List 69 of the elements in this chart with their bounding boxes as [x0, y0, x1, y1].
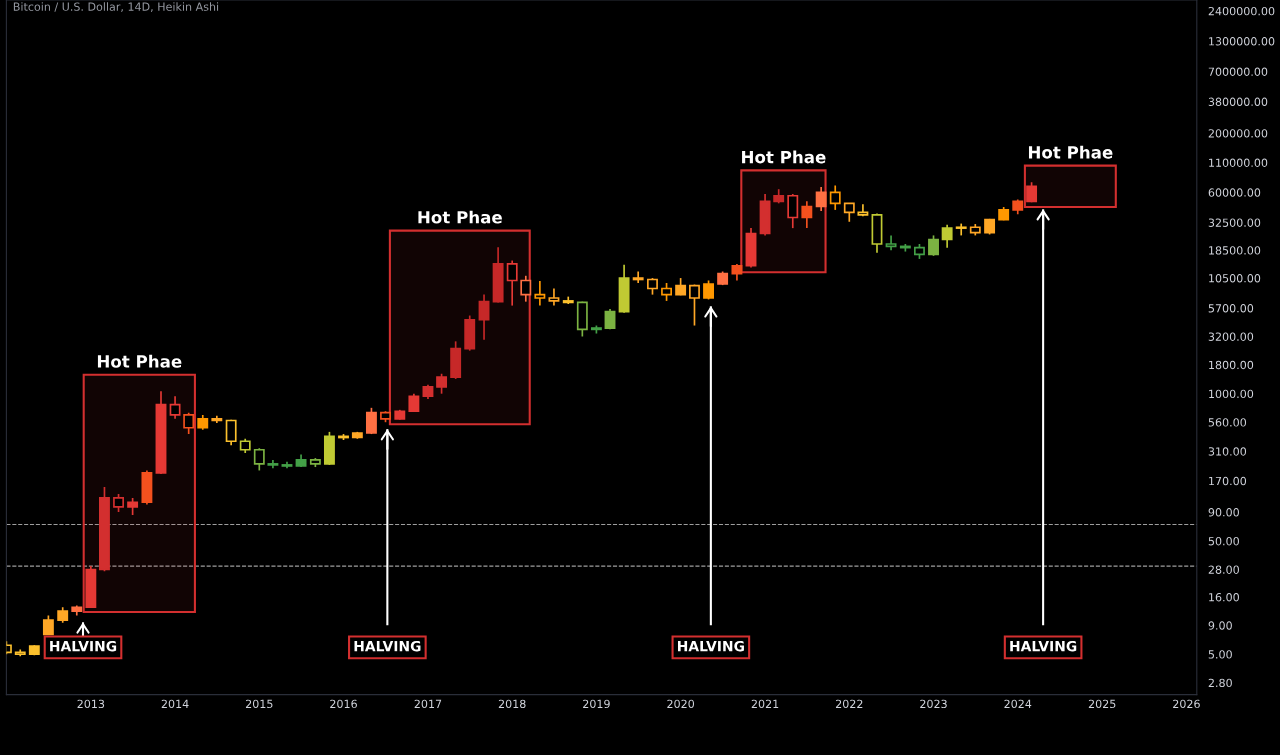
ref-line-label: HALVING [1010, 640, 1077, 652]
y-tick-label: 90.00 [1208, 508, 1239, 517]
x-tick-label: 2021 [751, 699, 779, 709]
y-tick-label: 18500.00 [1209, 246, 1261, 255]
x-tick-label: 2019 [583, 699, 610, 709]
candlestick [829, 184, 841, 211]
y-tick-label: 1800.00 [1209, 360, 1254, 370]
band-label: Hot Phae [742, 150, 826, 164]
candlestick [801, 200, 813, 229]
candlestick [520, 274, 532, 303]
candlestick [815, 186, 827, 212]
candlestick [42, 614, 54, 636]
candlestick [478, 293, 490, 341]
y-tick-label: 10500.00 [1209, 274, 1261, 283]
chart-title: Bitcoin / U.S. Dollar, 14D, Heikin Ashi [13, 2, 219, 12]
candlestick [408, 392, 420, 413]
band-label: Hot Phae [97, 354, 182, 368]
candlestick [928, 234, 939, 257]
y-tick-label: 310.00 [1208, 447, 1247, 456]
y-tick-label: 60000.00 [1208, 188, 1261, 197]
x-tick-label: 2022 [835, 699, 863, 709]
candlestick [183, 411, 195, 435]
candlestick [941, 224, 953, 249]
x-tick-label: 2026 [1173, 699, 1200, 709]
ref-line-label: HALVING [50, 640, 117, 652]
y-tick-label: 9.00 [1208, 621, 1232, 630]
y-tick-label: 5700.00 [1208, 304, 1254, 313]
y-tick-label: 1300000.00 [1209, 37, 1275, 46]
y-tick-label: 380000.00 [1208, 97, 1268, 106]
y-tick-label: 560.00 [1208, 418, 1247, 427]
candlestick [689, 283, 700, 327]
candlestick [225, 418, 237, 447]
candlestick [843, 202, 855, 223]
candlestick [548, 287, 560, 307]
candlestick [534, 280, 546, 307]
x-tick-label: 2018 [498, 699, 526, 709]
band-label: Hot Phae [418, 210, 502, 224]
ref-line-label: HALVING [678, 640, 744, 652]
candlestick [253, 447, 265, 472]
y-tick-label: 5.00 [1208, 650, 1232, 659]
x-tick-label: 2016 [330, 699, 357, 709]
candlestick [365, 407, 377, 435]
y-tick-label: 28.00 [1208, 565, 1239, 574]
y-tick-label: 2400000.00 [1208, 6, 1275, 16]
y-tick-label: 3200.00 [1208, 332, 1254, 341]
y-tick-label: 16.00 [1209, 593, 1239, 602]
y-tick-label: 50.00 [1208, 536, 1239, 546]
x-tick-label: 2025 [1088, 699, 1116, 709]
candlestick [506, 259, 518, 307]
x-tick-label: 2020 [667, 699, 695, 709]
y-tick-label: 700000.00 [1208, 67, 1268, 76]
candlestick [113, 493, 124, 513]
x-tick-label: 2017 [414, 699, 442, 709]
band-label: Hot Phae [1028, 145, 1113, 159]
x-tick-label: 2014 [161, 699, 189, 709]
y-tick-label: 110000.00 [1209, 158, 1268, 167]
x-tick-label: 2023 [920, 699, 947, 709]
x-tick-label: 2015 [245, 699, 273, 709]
ref-line-label: HALVING [354, 640, 421, 652]
candlestick [787, 193, 799, 229]
y-tick-label: 1000.00 [1209, 389, 1254, 399]
y-tick-label: 170.00 [1209, 476, 1247, 486]
candlestick [436, 372, 448, 395]
y-tick-label: 2.80 [1208, 678, 1232, 688]
y-tick-label: 32500.00 [1208, 218, 1261, 227]
candlestick [169, 395, 181, 420]
x-tick-label: 2013 [77, 699, 105, 709]
x-tick-label: 2024 [1004, 699, 1032, 709]
y-tick-label: 200000.00 [1208, 129, 1268, 138]
